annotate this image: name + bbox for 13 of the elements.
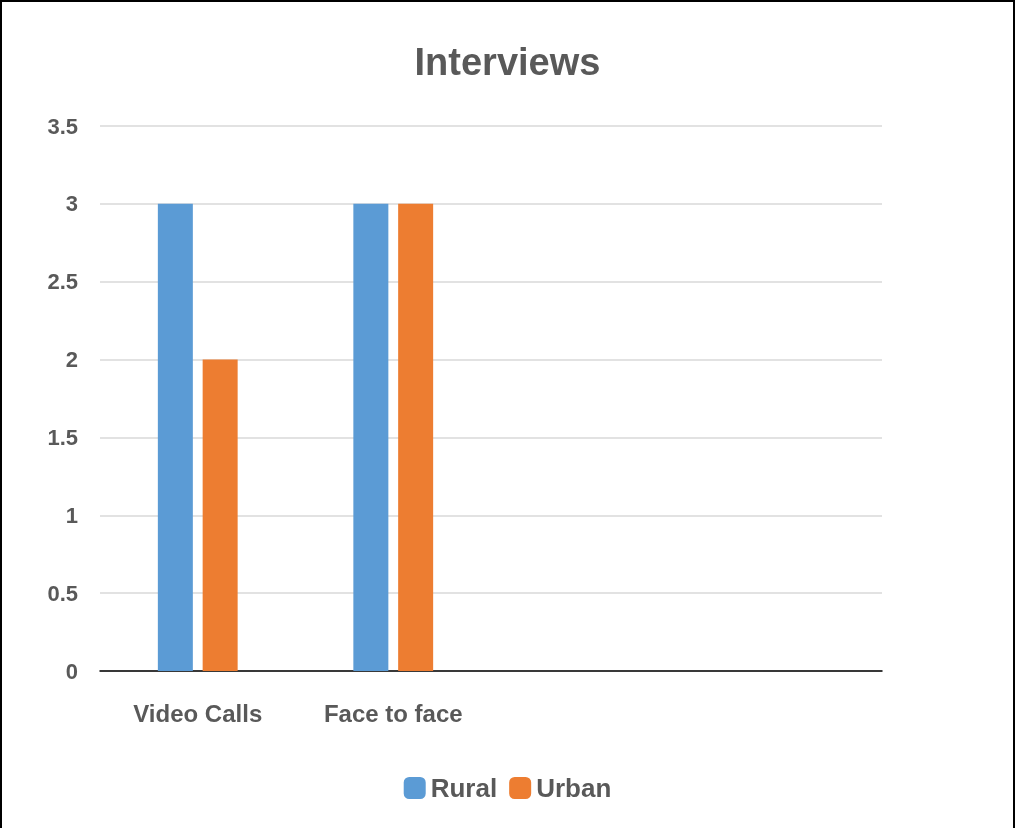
x-tick-label: Face to face xyxy=(323,699,463,727)
y-tick-label: 3 xyxy=(65,191,78,217)
chart-title: Interviews xyxy=(414,41,601,83)
legend-label: Rural xyxy=(430,773,498,803)
y-tick-label: 0 xyxy=(65,658,78,684)
y-tick-label: 0.5 xyxy=(47,580,78,606)
x-tick-label: Video Calls xyxy=(133,699,263,727)
y-tick-label: 2 xyxy=(65,347,78,373)
y-tick-label: 1.5 xyxy=(47,424,78,450)
y-tick-label: 2.5 xyxy=(47,269,78,295)
legend-label: Urban xyxy=(536,773,612,803)
y-tick-label: 3.5 xyxy=(47,113,78,139)
y-tick-label: 1 xyxy=(65,502,78,528)
